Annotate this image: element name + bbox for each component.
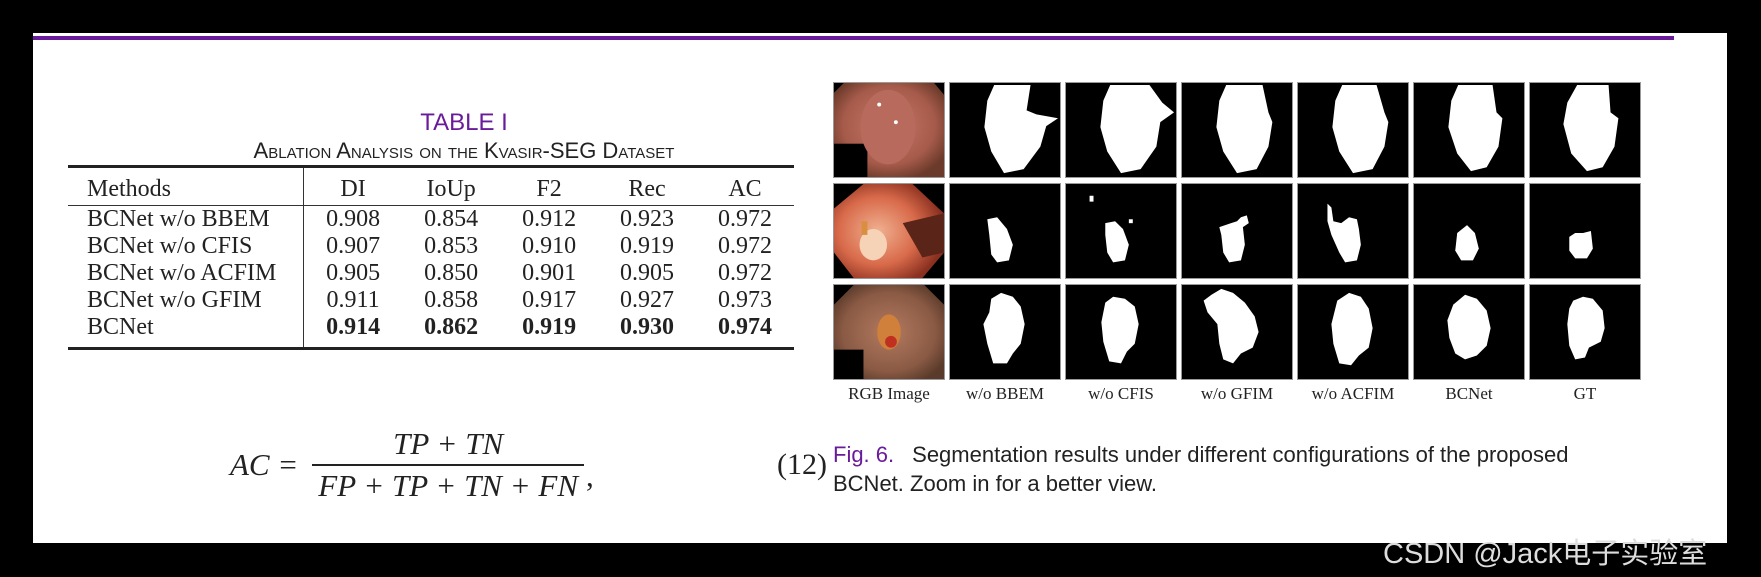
ac-cell: 0.972	[718, 260, 772, 286]
mask-bcnet-2	[1413, 183, 1525, 279]
col-label-wo-bbem: w/o BBEM	[966, 384, 1044, 403]
table-label: TABLE I	[420, 109, 508, 136]
mask-bcnet-1	[1413, 82, 1525, 178]
ac-cell: 0.974	[718, 314, 772, 340]
accuracy-equation: AC = TP + TN FP + TP + TN + FN ,	[230, 426, 594, 504]
mask-wo-cfis-2	[1065, 183, 1177, 279]
col-label-bcnet: BCNet	[1445, 384, 1493, 403]
header-rule	[33, 36, 1674, 40]
di-cell: 0.905	[326, 260, 381, 286]
mask-wo-cfis-1	[1065, 82, 1177, 178]
f2-cell: 0.912	[522, 206, 577, 232]
col-label-gt: GT	[1573, 384, 1597, 403]
ac-cell: 0.972	[718, 233, 772, 259]
equation-comma: ,	[586, 458, 594, 493]
mask-gt-1	[1529, 82, 1641, 178]
table-caption: TABLE I Ablation Analysis on the Kvasir-…	[101, 109, 827, 165]
table-row: BCNet w/o ACFIM 0.905 0.850 0.901 0.905 …	[68, 260, 794, 287]
method-cell: BCNet	[68, 314, 304, 349]
di-cell: 0.908	[326, 206, 381, 232]
mask-wo-bbem-1	[949, 82, 1061, 178]
col-label-wo-gfim: w/o GFIM	[1200, 384, 1274, 403]
equation-lhs: AC =	[230, 447, 299, 482]
mask-wo-bbem-3	[949, 284, 1061, 380]
di-cell: 0.911	[326, 287, 380, 313]
mask-wo-acfim-3	[1297, 284, 1409, 380]
ablation-table: Methods DI IoUp F2 Rec AC BCNet w/o BBEM…	[68, 165, 794, 350]
f2-cell: 0.919	[522, 314, 577, 340]
rec-cell: 0.919	[620, 233, 675, 259]
col-label-rgb: RGB Image	[848, 384, 930, 403]
method-cell: BCNet w/o GFIM	[68, 287, 304, 314]
col-header-methods: Methods	[68, 166, 304, 206]
rec-cell: 0.930	[620, 314, 675, 340]
equation-number: (12)	[777, 448, 827, 481]
figure-caption: Fig. 6. Segmentation results under differ…	[833, 440, 1645, 498]
ioup-cell: 0.858	[424, 287, 479, 313]
equation-denominator: FP + TP + TN + FN	[312, 464, 585, 504]
di-cell: 0.907	[326, 233, 381, 259]
figure-caption-text: Segmentation results under different con…	[833, 442, 1569, 496]
table-row: BCNet w/o CFIS 0.907 0.853 0.910 0.919 0…	[68, 233, 794, 260]
mask-gt-3	[1529, 284, 1641, 380]
f2-cell: 0.901	[522, 260, 577, 286]
mask-wo-gfim-2	[1181, 183, 1293, 279]
f2-cell: 0.910	[522, 233, 577, 259]
mask-wo-cfis-3	[1065, 284, 1177, 380]
ioup-cell: 0.853	[424, 233, 479, 259]
figure-label: Fig. 6.	[833, 442, 895, 467]
rec-cell: 0.927	[620, 287, 675, 313]
mask-gt-2	[1529, 183, 1641, 279]
rgb-image-2	[833, 183, 945, 279]
table-row: BCNet w/o GFIM 0.911 0.858 0.917 0.927 0…	[68, 287, 794, 314]
watermark: CSDN @Jack电子实验室	[1383, 538, 1708, 570]
rec-cell: 0.923	[620, 206, 675, 232]
mask-bcnet-3	[1413, 284, 1525, 380]
ioup-cell: 0.854	[424, 206, 479, 232]
method-cell: BCNet w/o ACFIM	[68, 260, 304, 287]
equation-fraction: TP + TN FP + TP + TN + FN	[312, 426, 585, 504]
ioup-cell: 0.862	[424, 314, 479, 340]
ac-cell: 0.973	[718, 287, 772, 313]
figure-column-labels: RGB Image w/o BBEM w/o CFIS w/o GFIM w/o…	[833, 384, 1641, 404]
col-header-ioup: IoUp	[402, 166, 501, 206]
table-title: Ablation Analysis on the Kvasir-SEG Data…	[253, 138, 675, 163]
col-label-wo-acfim: w/o ACFIM	[1311, 384, 1395, 403]
col-label-wo-cfis: w/o CFIS	[1088, 384, 1154, 403]
di-cell: 0.914	[326, 314, 381, 340]
col-header-rec: Rec	[598, 166, 696, 206]
segmentation-figure-grid	[833, 82, 1641, 380]
mask-wo-bbem-2	[949, 183, 1061, 279]
col-header-di: DI	[303, 166, 403, 206]
mask-wo-acfim-2	[1297, 183, 1409, 279]
f2-cell: 0.917	[522, 287, 577, 313]
table-row-best: BCNet 0.914 0.862 0.919 0.930 0.974	[68, 314, 794, 349]
equation-numerator: TP + TN	[393, 426, 504, 461]
rec-cell: 0.905	[620, 260, 675, 286]
method-cell: BCNet w/o CFIS	[68, 233, 304, 260]
table-header-row: Methods DI IoUp F2 Rec AC	[68, 166, 794, 206]
rgb-image-1	[833, 82, 945, 178]
method-cell: BCNet w/o BBEM	[68, 205, 304, 233]
mask-wo-gfim-3	[1181, 284, 1293, 380]
rgb-image-3	[833, 284, 945, 380]
mask-wo-gfim-1	[1181, 82, 1293, 178]
col-header-ac: AC	[696, 166, 794, 206]
table-row: BCNet w/o BBEM 0.908 0.854 0.912 0.923 0…	[68, 205, 794, 233]
col-header-f2: F2	[500, 166, 599, 206]
ioup-cell: 0.850	[424, 260, 479, 286]
mask-wo-acfim-1	[1297, 82, 1409, 178]
ac-cell: 0.972	[718, 206, 772, 232]
